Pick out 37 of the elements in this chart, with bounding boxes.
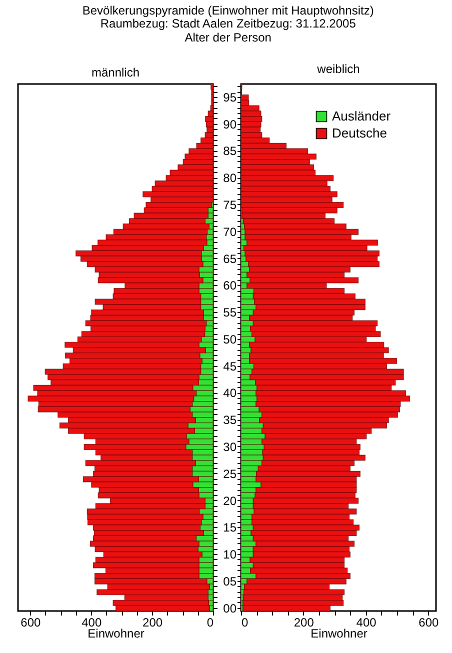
y-tick-label: 00 <box>223 601 237 616</box>
legend-label: Ausländer <box>332 108 392 124</box>
y-tick-label: 25 <box>223 466 237 481</box>
x-tick-label: 200 <box>294 616 314 630</box>
y-tick-label: 55 <box>223 306 237 320</box>
legend-label: Deutsche <box>332 126 387 140</box>
chart-title: Bevölkerungspyramide (Einwohner mit Hauptwohnsitz) <box>82 3 374 18</box>
x-tick-label: 600 <box>418 616 440 630</box>
y-tick-label: 95 <box>223 90 237 104</box>
y-tick-label: 75 <box>223 198 237 212</box>
y-tick-label: 45 <box>223 359 237 374</box>
y-tick-label: 85 <box>223 144 237 158</box>
y-tick-label: 20 <box>223 494 237 508</box>
text: männlich <box>91 66 140 80</box>
y-tick-label: 50 <box>223 332 237 346</box>
text: weiblich <box>316 62 360 76</box>
x-axis-title: Einwohner <box>88 626 144 640</box>
x-tick-label: 600 <box>20 616 42 630</box>
y-tick-label: 15 <box>223 520 237 535</box>
x-tick-label: 400 <box>82 616 102 630</box>
x-tick-label: 200 <box>142 616 163 630</box>
y-tick-label: 90 <box>223 117 237 132</box>
y-tick-label: 65 <box>223 252 237 266</box>
y-tick-label: 60 <box>223 278 237 293</box>
x-tick-label: 400 <box>356 616 377 630</box>
y-axis-title: Alter der Person <box>184 30 272 44</box>
y-tick-label: 70 <box>223 224 237 239</box>
x-tick-label: 0 <box>206 616 214 630</box>
chart-subtitle: Raumbezug: Stadt Aalen Zeitbezug: 31.12.2005 <box>100 16 356 30</box>
y-tick-label: 40 <box>223 386 237 400</box>
x-axis-title: Einwohner <box>310 626 368 640</box>
y-tick-label: 05 <box>223 574 237 588</box>
y-tick-label: 10 <box>223 548 237 562</box>
x-tick-label: 0 <box>242 616 248 630</box>
y-tick-label: 30 <box>223 440 237 454</box>
y-tick-label: 35 <box>223 413 237 428</box>
y-tick-label: 80 <box>223 171 237 186</box>
